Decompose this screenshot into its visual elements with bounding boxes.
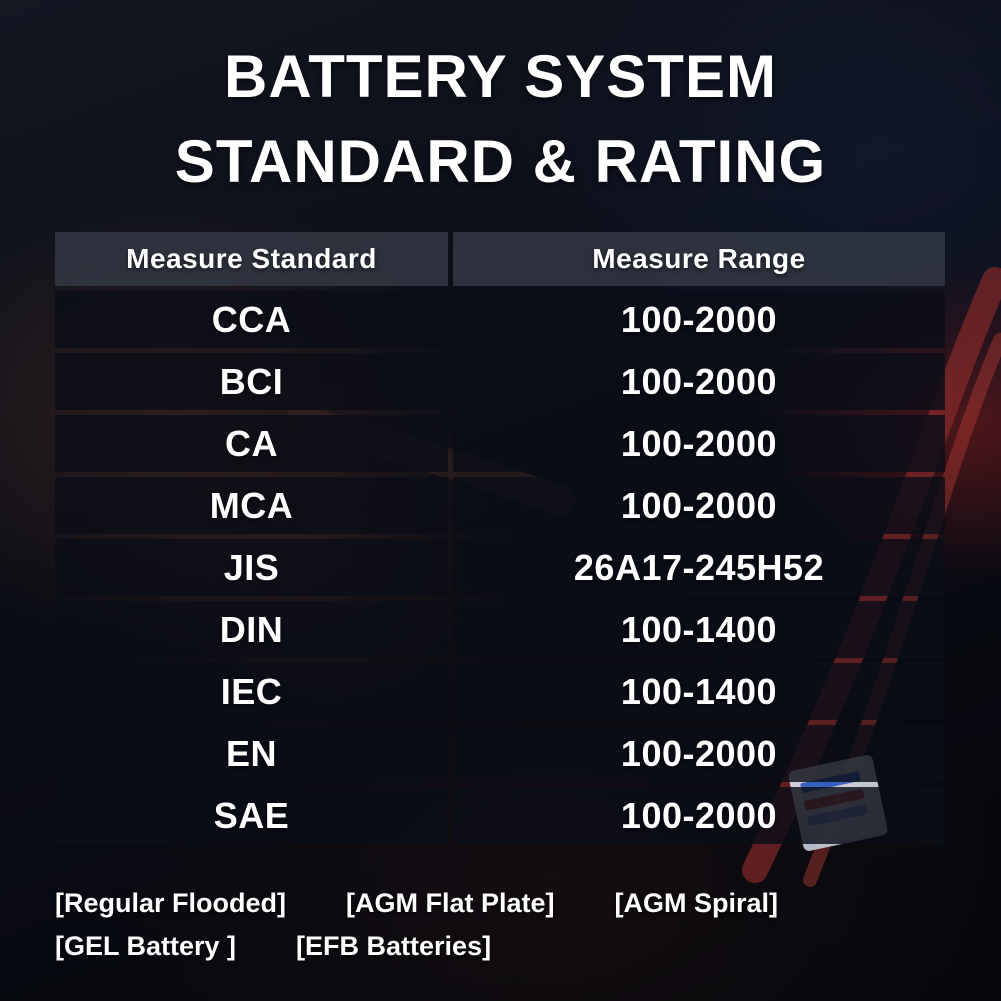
standard-cell: IEC <box>55 663 448 720</box>
table-row: EN 100-2000 <box>55 725 945 782</box>
range-cell: 100-1400 <box>453 663 945 720</box>
battery-type-agm-spiral: [AGM Spiral] <box>614 888 779 918</box>
range-cell: 100-2000 <box>453 291 945 348</box>
standard-cell: CCA <box>55 291 448 348</box>
range-cell: 100-1400 <box>453 601 945 658</box>
standard-cell: JIS <box>55 539 448 596</box>
header-measure-range: Measure Range <box>453 232 945 286</box>
range-cell: 100-2000 <box>453 787 945 844</box>
title-line-2: STANDARD & RATING <box>174 128 827 196</box>
table-row: IEC 100-1400 <box>55 663 945 720</box>
range-cell: 100-2000 <box>453 353 945 410</box>
table-body: CCA 100-2000 BCI 100-2000 CA 100-2000 MCA 100-2… <box>55 291 945 844</box>
battery-type-agm-flat-plate: [AGM Flat Plate] <box>346 888 555 918</box>
battery-type-regular-flooded: [Regular Flooded] <box>55 888 286 918</box>
range-cell: 26A17-245H52 <box>453 539 945 596</box>
table-row: DIN 100-1400 <box>55 601 945 658</box>
header-measure-standard: Measure Standard <box>55 232 448 286</box>
standard-cell: SAE <box>55 787 448 844</box>
table-row: CA 100-2000 <box>55 415 945 472</box>
standards-table: Measure Standard Measure Range CCA 100-20… <box>55 232 945 849</box>
battery-types-line-2: [GEL Battery ] [EFB Batteries] <box>55 931 778 962</box>
table-row: SAE 100-2000 <box>55 787 945 844</box>
table-header-row: Measure Standard Measure Range <box>55 232 945 286</box>
range-cell: 100-2000 <box>453 725 945 782</box>
table-row: CCA 100-2000 <box>55 291 945 348</box>
range-cell: 100-2000 <box>453 415 945 472</box>
table-row: MCA 100-2000 <box>55 477 945 534</box>
range-cell: 100-2000 <box>453 477 945 534</box>
standard-cell: MCA <box>55 477 448 534</box>
battery-types-line-1: [Regular Flooded] [AGM Flat Plate] [AGM … <box>55 888 778 919</box>
battery-types-list: [Regular Flooded] [AGM Flat Plate] [AGM … <box>55 888 778 962</box>
standard-cell: CA <box>55 415 448 472</box>
table-row: BCI 100-2000 <box>55 353 945 410</box>
battery-type-efb: [EFB Batteries] <box>296 931 492 961</box>
battery-type-gel: [GEL Battery ] <box>55 931 237 961</box>
standard-cell: BCI <box>55 353 448 410</box>
standard-cell: DIN <box>55 601 448 658</box>
table-row: JIS 26A17-245H52 <box>55 539 945 596</box>
standard-cell: EN <box>55 725 448 782</box>
page-title: BATTERY SYSTEM STANDARD & RATING <box>0 0 1001 204</box>
title-line-1: BATTERY SYSTEM <box>224 43 777 110</box>
